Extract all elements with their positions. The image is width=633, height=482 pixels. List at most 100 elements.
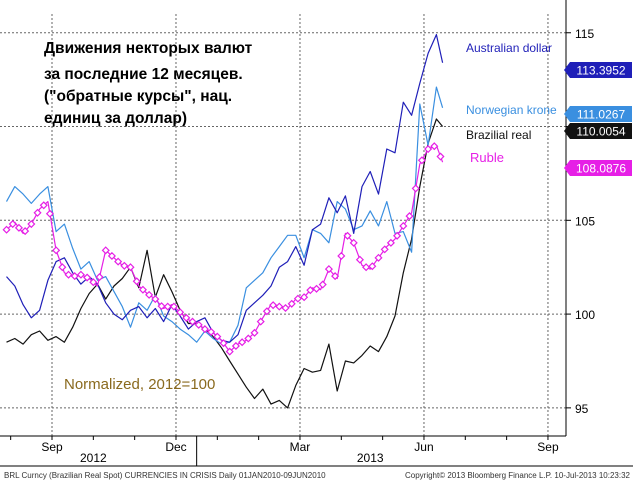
ruble-marker <box>436 152 445 161</box>
series-line-ruble <box>6 144 444 353</box>
ruble-marker <box>269 301 278 310</box>
last-value-ruble: 108.0876 <box>576 162 626 176</box>
ruble-marker <box>238 338 247 347</box>
ruble-marker <box>126 263 135 272</box>
ruble-marker <box>101 246 110 255</box>
ruble-marker <box>176 308 185 317</box>
ruble-marker <box>151 295 160 304</box>
ruble-marker <box>120 261 129 270</box>
title-line-4: единиц за доллар) <box>44 110 187 127</box>
ruble-marker <box>27 220 36 229</box>
y-tick-label-1: 100 <box>575 308 595 322</box>
ruble-marker <box>300 293 309 302</box>
ruble-marker <box>83 273 92 282</box>
ruble-marker <box>355 255 364 264</box>
ruble-marker <box>337 251 346 260</box>
ruble-marker <box>132 277 141 286</box>
last-value-pointer-australian-dollar <box>564 62 570 78</box>
ruble-marker <box>312 284 321 293</box>
ruble-marker <box>380 245 389 254</box>
ruble-marker <box>8 220 17 229</box>
footer-left: BRL Curncy (Brazilian Real Spot) CURRENC… <box>4 471 326 480</box>
ruble-marker <box>225 347 234 356</box>
y-tick-label-2: 105 <box>575 214 595 228</box>
ruble-marker <box>194 320 203 329</box>
last-value-pointer-norwegian-krone <box>564 106 570 122</box>
ruble-marker <box>393 231 402 240</box>
x-tick-label-3: Jun <box>414 440 433 454</box>
ruble-marker <box>89 278 98 287</box>
ruble-marker <box>157 302 166 311</box>
last-value-box-norwegian-krone <box>570 106 632 122</box>
ruble-marker <box>45 209 54 218</box>
year-label-0: 2012 <box>80 451 107 465</box>
ruble-marker <box>331 272 340 281</box>
x-tick-label-4: Sep <box>537 440 559 454</box>
ruble-marker <box>58 263 67 272</box>
ruble-marker <box>244 334 253 343</box>
ruble-marker <box>281 303 290 313</box>
ruble-marker <box>349 238 358 247</box>
x-tick-label-2: Mar <box>290 440 311 454</box>
last-value-norwegian-krone: 111.0267 <box>577 108 626 122</box>
ruble-marker <box>114 257 123 266</box>
x-tick-label-1: Dec <box>165 440 186 454</box>
series-name-norwegian-krone: Norwegian krone <box>466 103 557 117</box>
ruble-marker <box>182 313 191 322</box>
ruble-marker <box>362 263 371 272</box>
ruble-marker <box>374 253 383 262</box>
last-value-box-australian-dollar <box>570 62 632 78</box>
last-value-box-ruble <box>570 160 632 176</box>
normalized-annotation: Normalized, 2012=100 <box>64 376 215 393</box>
ruble-marker <box>169 302 178 311</box>
ruble-marker <box>200 325 209 334</box>
ruble-marker <box>138 285 147 294</box>
ruble-marker <box>324 265 333 274</box>
ruble-marker <box>306 286 315 295</box>
ruble-marker <box>399 221 408 230</box>
ruble-marker <box>21 227 30 236</box>
ruble-marker <box>430 142 439 151</box>
last-value-brazilial-real: 110.0054 <box>576 125 625 139</box>
series-name-brazilial-real: Brazilial real <box>466 128 531 142</box>
series-name-australian-dollar: Australian dollar <box>466 41 552 55</box>
ruble-marker <box>2 225 11 234</box>
title-line-1: Движения некторых валют <box>44 40 253 57</box>
ruble-marker <box>33 208 42 217</box>
year-label-1: 2013 <box>357 451 384 465</box>
ruble-marker <box>386 238 395 247</box>
ruble-marker <box>256 317 265 326</box>
ruble-marker <box>95 272 104 282</box>
last-value-pointer-ruble <box>564 160 570 176</box>
series-labels: Australian dollar 113.3952 Norwegian krone… <box>466 41 632 176</box>
ruble-marker <box>231 341 240 351</box>
ruble-marker <box>287 299 296 308</box>
ruble-marker <box>250 328 259 337</box>
ruble-marker <box>293 294 302 303</box>
ruble-marker <box>107 251 116 260</box>
plot-area <box>2 33 445 409</box>
ruble-marker <box>417 156 426 165</box>
title-line-3: ("обратные курсы", нац. <box>44 88 232 105</box>
ruble-marker <box>145 290 154 299</box>
y-tick-label-0: 95 <box>575 402 589 416</box>
ruble-marker <box>70 272 79 281</box>
ruble-marker <box>262 307 271 316</box>
y-tick-label-4: 115 <box>575 27 594 41</box>
ruble-marker <box>76 270 85 279</box>
ruble-marker <box>207 327 216 336</box>
ruble-marker <box>411 184 420 193</box>
last-value-pointer-brazilial-real <box>564 123 570 139</box>
ruble-marker <box>52 246 61 255</box>
ruble-marker <box>188 317 197 326</box>
ruble-marker <box>368 262 377 271</box>
chart-title: Движения некторых валют за последние 12 … <box>44 40 253 127</box>
ruble-marker <box>64 270 73 279</box>
last-value-box-brazilial-real <box>570 123 632 139</box>
ruble-marker <box>219 339 228 348</box>
series-line-brazilial-real <box>6 118 444 409</box>
ruble-marker <box>14 223 23 232</box>
ruble-marker <box>213 332 222 341</box>
